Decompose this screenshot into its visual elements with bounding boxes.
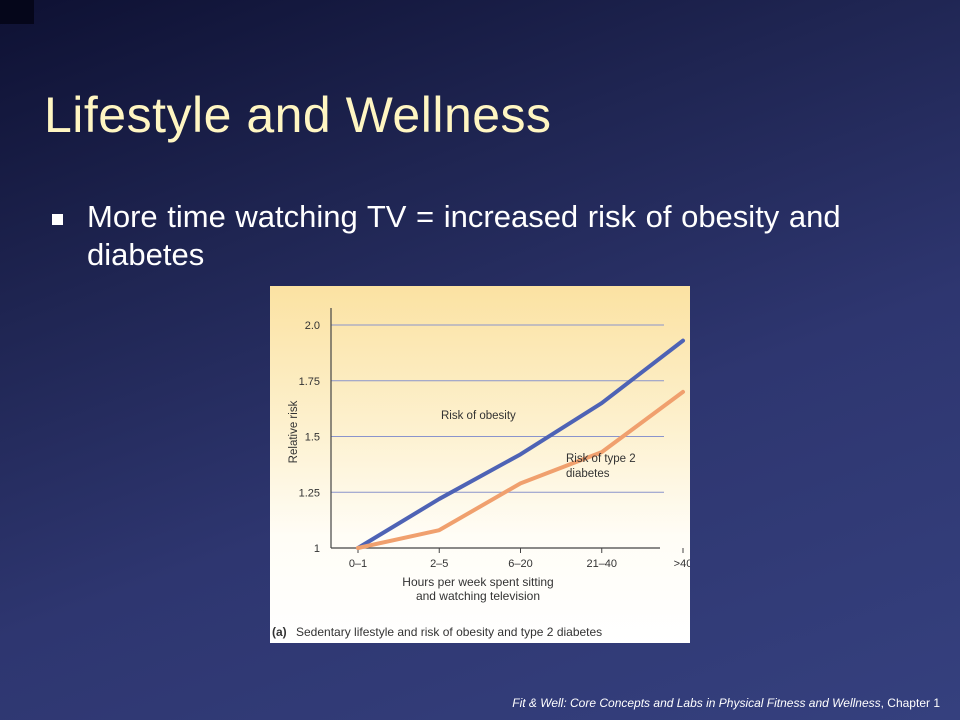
corner-block [0,0,34,24]
bullet-marker [52,214,63,225]
obesity-series-line [356,338,685,550]
slide-title: Lifestyle and Wellness [44,87,552,143]
x-tick-label: 21–40 [586,558,617,570]
series-label-diabetes: Risk of type 2 [566,453,636,465]
caption-tag: (a) [272,625,287,639]
series-label-obesity: Risk of obesity [441,410,516,422]
x-tick-label: 6–20 [508,558,532,570]
footer-chapter: , Chapter 1 [880,696,940,710]
x-tick-label: 0–1 [349,558,367,570]
chart-figure: 1 1.25 1.5 1.75 2.0 0–1 2–5 6–20 21–40 >40 Risk of… [270,286,690,643]
footer-citation: Fit & Well: Core Concepts and Labs in Ph… [0,696,940,710]
y-tick-label: 1.25 [299,487,320,499]
footer-book-title: Fit & Well: Core Concepts and Labs in Ph… [512,696,881,710]
chart-caption: Sedentary lifestyle and risk of obesity … [296,625,602,639]
x-axis-label: Hours per week spent sitting [402,575,553,589]
y-tick-label: 2.0 [305,320,320,332]
y-tick-label: 1.75 [299,376,320,388]
bullet-text: More time watching TV = increased risk o… [87,199,841,272]
y-tick-label: 1.5 [305,432,320,444]
series-label-diabetes: diabetes [566,468,610,480]
x-axis-label: and watching television [416,589,540,603]
y-axis-label: Relative risk [288,400,300,463]
line-chart: 1 1.25 1.5 1.75 2.0 0–1 2–5 6–20 21–40 >40 Risk of… [272,308,690,639]
diabetes-series-line [356,389,685,550]
y-tick-label: 1 [314,543,320,555]
x-tick-label: >40 [674,558,690,570]
x-tick-label: 2–5 [430,558,448,570]
